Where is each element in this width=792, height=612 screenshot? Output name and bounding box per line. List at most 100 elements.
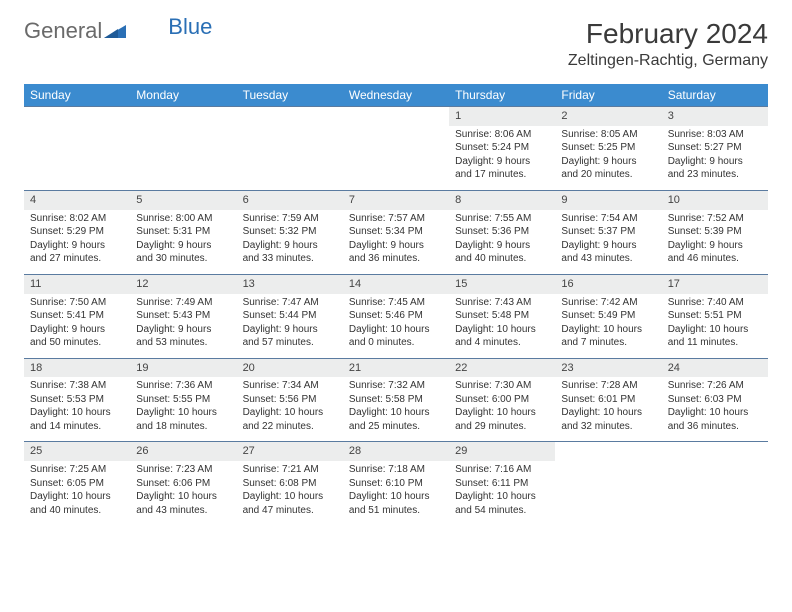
daylight-text-1: Daylight: 9 hours: [668, 239, 762, 253]
sunset-text: Sunset: 5:29 PM: [30, 225, 124, 239]
daylight-text-1: Daylight: 10 hours: [668, 406, 762, 420]
daylight-text-2: and 27 minutes.: [30, 252, 124, 266]
daylight-text-1: Daylight: 10 hours: [561, 323, 655, 337]
brand-part2: Blue: [168, 14, 212, 40]
day-number-cell: 16: [555, 274, 661, 293]
sunrise-text: Sunrise: 7:59 AM: [243, 212, 337, 226]
day-number-cell: 7: [343, 190, 449, 209]
daylight-text-2: and 25 minutes.: [349, 420, 443, 434]
day-number-cell: 15: [449, 274, 555, 293]
sunrise-text: Sunrise: 7:45 AM: [349, 296, 443, 310]
sunrise-text: Sunrise: 7:54 AM: [561, 212, 655, 226]
daylight-text-2: and 18 minutes.: [136, 420, 230, 434]
day-info-row: Sunrise: 7:50 AMSunset: 5:41 PM Daylight:…: [24, 294, 768, 359]
day-info-cell: Sunrise: 7:42 AMSunset: 5:49 PMDaylight:…: [555, 294, 661, 359]
weekday-header-cell: Thursday: [449, 84, 555, 107]
day-info-row: Sunrise: 8:02 AMSunset: 5:29 PMDaylight:…: [24, 210, 768, 275]
daylight-text-1: Daylight: 10 hours: [668, 323, 762, 337]
sunrise-text: Sunrise: 8:05 AM: [561, 128, 655, 142]
day-number-cell: 4: [24, 190, 130, 209]
day-info-cell: Sunrise: 8:06 AMSunset: 5:24 PMDaylight:…: [449, 126, 555, 191]
day-info-cell: Sunrise: 7:18 AMSunset: 6:10 PMDaylight:…: [343, 461, 449, 525]
day-info-cell: Sunrise: 7:52 AMSunset: 5:39 PMDaylight:…: [662, 210, 768, 275]
daylight-text-1: Daylight: 9 hours: [455, 155, 549, 169]
sunrise-text: Sunrise: 7:36 AM: [136, 379, 230, 393]
day-number-row: 11121314151617: [24, 274, 768, 293]
day-info-cell: Sunrise: 7:57 AMSunset: 5:34 PMDaylight:…: [343, 210, 449, 275]
sunrise-text: Sunrise: 7:40 AM: [668, 296, 762, 310]
sunset-text: Sunset: 5:44 PM: [243, 309, 337, 323]
day-info-cell: Sunrise: 7:54 AMSunset: 5:37 PMDaylight:…: [555, 210, 661, 275]
day-info-cell: Sunrise: 7:43 AMSunset: 5:48 PMDaylight:…: [449, 294, 555, 359]
day-info-cell: Sunrise: 7:49 AMSunset: 5:43 PMDaylight:…: [130, 294, 236, 359]
day-number-cell: 19: [130, 358, 236, 377]
day-info-cell: Sunrise: 7:16 AMSunset: 6:11 PMDaylight:…: [449, 461, 555, 525]
day-info-cell: Sunrise: 7:25 AMSunset: 6:05 PMDaylight:…: [24, 461, 130, 525]
day-info-cell: Sunrise: 7:23 AMSunset: 6:06 PMDaylight:…: [130, 461, 236, 525]
day-info-cell: Sunrise: 7:34 AMSunset: 5:56 PMDaylight:…: [237, 377, 343, 442]
daylight-text-1: Daylight: 10 hours: [561, 406, 655, 420]
daylight-text-2: and 36 minutes.: [668, 420, 762, 434]
sunrise-text: Sunrise: 7:49 AM: [136, 296, 230, 310]
day-info-cell: Sunrise: 8:02 AMSunset: 5:29 PMDaylight:…: [24, 210, 130, 275]
sunset-text: Sunset: 5:41 PM: [30, 309, 124, 323]
sunrise-text: Sunrise: 8:00 AM: [136, 212, 230, 226]
day-number-cell: 12: [130, 274, 236, 293]
weekday-header-cell: Saturday: [662, 84, 768, 107]
daylight-text-2: and 43 minutes.: [561, 252, 655, 266]
weekday-header-cell: Friday: [555, 84, 661, 107]
day-number-cell: 11: [24, 274, 130, 293]
daylight-text-1: Daylight: 10 hours: [136, 490, 230, 504]
sunset-text: Sunset: 5:39 PM: [668, 225, 762, 239]
day-number-cell: 26: [130, 442, 236, 461]
day-number-cell: [130, 107, 236, 126]
day-info-cell: Sunrise: 7:28 AMSunset: 6:01 PMDaylight:…: [555, 377, 661, 442]
daylight-text-2: and 40 minutes.: [455, 252, 549, 266]
day-number-cell: [343, 107, 449, 126]
weekday-header-cell: Monday: [130, 84, 236, 107]
sunrise-text: Sunrise: 7:50 AM: [30, 296, 124, 310]
daylight-text-1: Daylight: 10 hours: [30, 406, 124, 420]
day-number-row: 18192021222324: [24, 358, 768, 377]
day-info-row: Sunrise: 7:25 AMSunset: 6:05 PMDaylight:…: [24, 461, 768, 525]
sunset-text: Sunset: 5:32 PM: [243, 225, 337, 239]
title-block: February 2024 Zeltingen-Rachtig, Germany: [568, 18, 768, 70]
location-label: Zeltingen-Rachtig, Germany: [568, 52, 768, 70]
sunrise-text: Sunrise: 7:32 AM: [349, 379, 443, 393]
sunrise-text: Sunrise: 7:38 AM: [30, 379, 124, 393]
sunrise-text: Sunrise: 7:30 AM: [455, 379, 549, 393]
page-title: February 2024: [568, 18, 768, 50]
weekday-header-cell: Tuesday: [237, 84, 343, 107]
sunrise-text: Sunrise: 7:55 AM: [455, 212, 549, 226]
sunset-text: Sunset: 6:08 PM: [243, 477, 337, 491]
day-info-cell: Sunrise: 7:36 AMSunset: 5:55 PMDaylight:…: [130, 377, 236, 442]
day-number-cell: 25: [24, 442, 130, 461]
day-info-cell: Sunrise: 7:50 AMSunset: 5:41 PMDaylight:…: [24, 294, 130, 359]
daylight-text-2: and 17 minutes.: [455, 168, 549, 182]
sunset-text: Sunset: 5:24 PM: [455, 141, 549, 155]
day-info-cell: Sunrise: 7:30 AMSunset: 6:00 PMDaylight:…: [449, 377, 555, 442]
daylight-text-1: Daylight: 10 hours: [455, 323, 549, 337]
day-number-cell: 20: [237, 358, 343, 377]
sunset-text: Sunset: 6:05 PM: [30, 477, 124, 491]
daylight-text-2: and 47 minutes.: [243, 504, 337, 518]
day-number-cell: 3: [662, 107, 768, 126]
daylight-text-1: Daylight: 10 hours: [455, 490, 549, 504]
sunset-text: Sunset: 6:00 PM: [455, 393, 549, 407]
day-info-cell: Sunrise: 8:03 AMSunset: 5:27 PMDaylight:…: [662, 126, 768, 191]
sunset-text: Sunset: 5:51 PM: [668, 309, 762, 323]
weekday-header: SundayMondayTuesdayWednesdayThursdayFrid…: [24, 84, 768, 107]
daylight-text-2: and 22 minutes.: [243, 420, 337, 434]
day-info-cell: Sunrise: 7:55 AMSunset: 5:36 PMDaylight:…: [449, 210, 555, 275]
daylight-text-1: Daylight: 9 hours: [349, 239, 443, 253]
daylight-text-2: and 0 minutes.: [349, 336, 443, 350]
daylight-text-1: Daylight: 10 hours: [243, 490, 337, 504]
day-number-cell: 14: [343, 274, 449, 293]
daylight-text-1: Daylight: 9 hours: [561, 239, 655, 253]
day-info-cell: Sunrise: 8:00 AMSunset: 5:31 PMDaylight:…: [130, 210, 236, 275]
brand-part1: General: [24, 18, 102, 44]
sunset-text: Sunset: 6:03 PM: [668, 393, 762, 407]
sunset-text: Sunset: 6:11 PM: [455, 477, 549, 491]
sunset-text: Sunset: 5:36 PM: [455, 225, 549, 239]
daylight-text-2: and 36 minutes.: [349, 252, 443, 266]
